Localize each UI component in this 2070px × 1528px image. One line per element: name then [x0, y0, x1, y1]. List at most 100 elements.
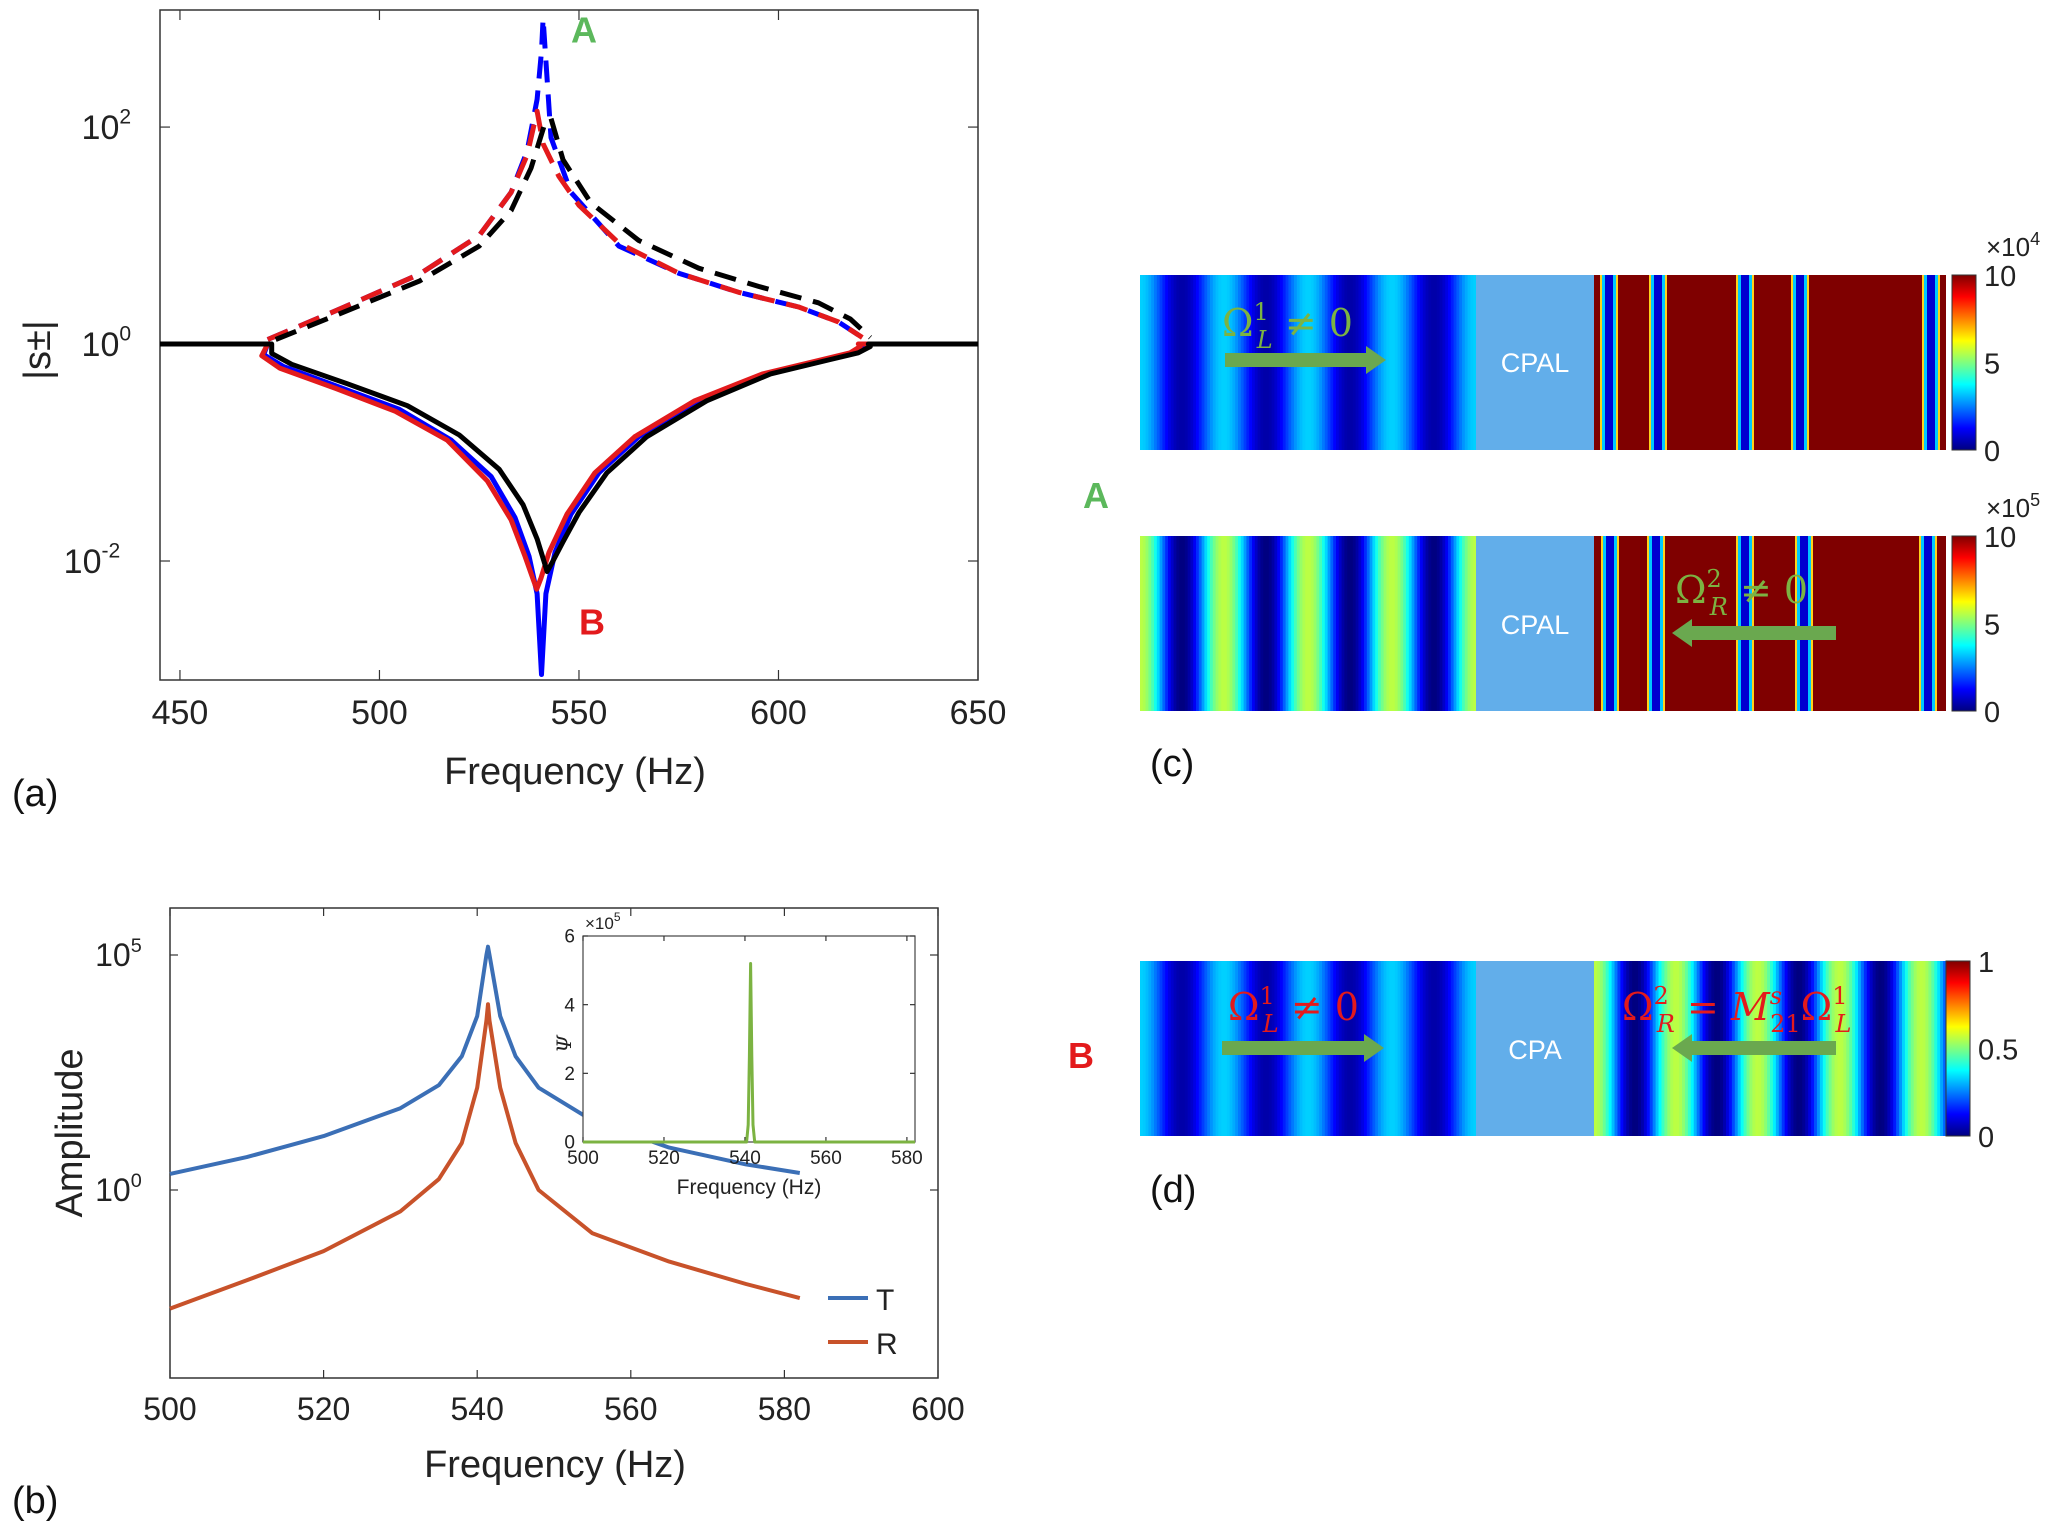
heatmap-cell [1907, 961, 1912, 1136]
heatmap-cell [1196, 275, 1200, 450]
heatmap-cell [1464, 275, 1469, 450]
heatmap-cell [1378, 536, 1382, 711]
heatmap-cell [1148, 536, 1152, 711]
c-top-colorbar-ticks: 0 5 10 [1984, 261, 2016, 468]
heatmap-cell [1187, 275, 1191, 450]
heatmap-cell [1313, 536, 1317, 711]
c-bottom-sup: 2 [1707, 565, 1722, 593]
heatmap-cell [1428, 275, 1432, 450]
annotation-B: B [579, 602, 605, 643]
heatmap-cell [1594, 961, 1598, 1136]
panel-c-top: CPAL Ω1 L ≠ 0 0 5 10 ×104 [1140, 229, 2040, 468]
heatmap-cell [1394, 275, 1399, 450]
c-top-rest: ≠ 0 [1273, 301, 1353, 345]
heatmap-cell [1386, 275, 1390, 450]
panel-b-x-ticks: 500 520 540 560 580 600 [143, 908, 965, 1427]
heatmap-cell [1448, 536, 1452, 711]
heatmap-cell [1350, 536, 1354, 711]
heatmap-cell [1931, 961, 1935, 1136]
x-tick-label: 600 [911, 1391, 964, 1427]
heatmap-cell [1263, 536, 1267, 711]
heatmap-cell [1280, 536, 1284, 711]
heatmap-cell [1902, 961, 1906, 1136]
heatmap-cell [1224, 536, 1228, 711]
c-top-arrow-text: Ω1 L ≠ 0 [1222, 298, 1353, 354]
heatmap-cell [1459, 961, 1463, 1136]
heatmap-cell [1626, 961, 1630, 1136]
series-line-red-dashed [266, 108, 864, 342]
heatmap-cell [1467, 961, 1471, 1136]
stripe-core [1924, 536, 1932, 711]
heatmap-cell [1215, 275, 1219, 450]
heatmap-cell [1380, 275, 1385, 450]
heatmap-cell [1916, 961, 1921, 1136]
heatmap-cell [1198, 536, 1203, 711]
heatmap-cell [1417, 275, 1421, 450]
heatmap-cell [1238, 536, 1242, 711]
panel-a-y-label: |s±| [17, 320, 59, 380]
heatmap-cell [1364, 536, 1368, 711]
panel-a-label: (a) [12, 773, 58, 815]
inset-multiplier-base: ×10 [585, 914, 614, 933]
d-r-sub3: L [1834, 1010, 1851, 1038]
heatmap-cell [1652, 961, 1657, 1136]
heatmap-cell [1397, 275, 1401, 450]
heatmap-cell [1408, 536, 1413, 711]
heatmap-cell [1165, 961, 1169, 1136]
heatmap-cell [1934, 961, 1938, 1136]
heatmap-cell [1156, 961, 1161, 1136]
heatmap-cell [1442, 536, 1446, 711]
heatmap-cell [1919, 961, 1924, 1136]
x-tick-label: 550 [551, 694, 608, 732]
heatmap-cell [1881, 961, 1885, 1136]
panel-b-label: (b) [12, 1480, 58, 1522]
d-r-sup2: s [1770, 982, 1782, 1010]
cb1-mult-base: ×10 [1986, 232, 2030, 262]
heatmap-cell [1428, 536, 1432, 711]
heatmap-cell [1170, 275, 1175, 450]
heatmap-cell [1456, 536, 1460, 711]
heatmap-cell [1347, 536, 1351, 711]
heatmap-cell [1162, 961, 1166, 1136]
heatmap-cell [1154, 961, 1158, 1136]
heatmap-cell [1162, 536, 1166, 711]
heatmap-cell [1170, 536, 1175, 711]
heatmap-cell [1257, 536, 1261, 711]
heatmap-cell [1179, 275, 1183, 450]
d-l-sub: L [1262, 1010, 1279, 1038]
heatmap-cell [1182, 536, 1186, 711]
stripe-core [1741, 275, 1749, 450]
c-top-sub: L [1256, 326, 1273, 354]
heatmap-cell [1386, 961, 1390, 1136]
stripe-core [1800, 536, 1808, 711]
heatmap-cell [1302, 536, 1306, 711]
panel-a-axes-box [159, 9, 979, 681]
colorbar-tick-label: 10 [1984, 522, 2016, 554]
heatmap-cell [1411, 961, 1415, 1136]
heatmap-cell [1462, 536, 1466, 711]
heatmap-cell [1450, 536, 1455, 711]
heatmap-cell [1875, 961, 1880, 1136]
heatmap-cell [1249, 536, 1253, 711]
heatmap-cell [1179, 961, 1183, 1136]
heatmap-cell [1406, 275, 1410, 450]
heatmap-cell [1599, 961, 1604, 1136]
heatmap-cell [1614, 961, 1619, 1136]
colorbar-tick-label: 5 [1984, 349, 2000, 381]
heatmap-cell [1658, 961, 1663, 1136]
heatmap-cell [1145, 536, 1149, 711]
heatmap-cell [1282, 536, 1287, 711]
c-bottom-arrow-head [1672, 619, 1692, 647]
heatmap-cell [1294, 536, 1298, 711]
series-line-black-dashed [274, 116, 872, 342]
heatmap-cell [1456, 275, 1460, 450]
d-cpa-block [1476, 961, 1594, 1136]
stripe-core [1606, 536, 1614, 711]
heatmap-cell [1232, 536, 1236, 711]
heatmap-cell [1380, 536, 1385, 711]
heatmap-cell [1869, 961, 1874, 1136]
heatmap-cell [1151, 536, 1155, 711]
heatmap-cell [1240, 536, 1245, 711]
colorbar-tick-label: 1 [1978, 947, 1994, 979]
d-r-sup3: 1 [1832, 982, 1847, 1010]
